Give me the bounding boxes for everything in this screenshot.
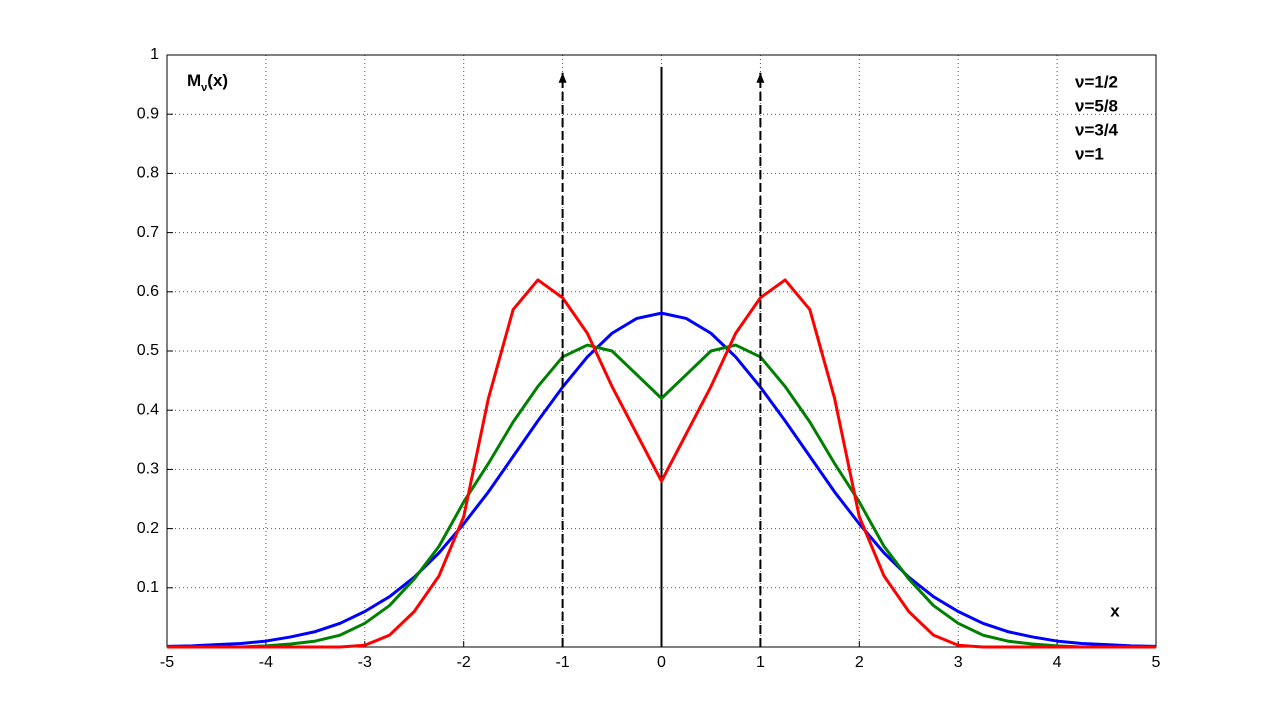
y-tick-label: 0.6 (137, 283, 159, 300)
series-line (167, 278, 1156, 649)
x-tick-label: -2 (457, 654, 471, 671)
y-label-sub: ν (201, 82, 207, 94)
y-tick-label: 0.8 (137, 165, 159, 182)
y-label-rest: (x) (207, 71, 228, 90)
x-tick-label: -5 (160, 654, 174, 671)
y-tick-label: 0.3 (137, 461, 159, 478)
legend-entry: ν=3/4 (1075, 120, 1119, 139)
y-tick-label: 0.2 (137, 520, 159, 537)
legend-entry: ν=5/8 (1075, 96, 1118, 115)
x-tick-label: 5 (1152, 654, 1161, 671)
x-tick-label: -1 (555, 654, 569, 671)
x-tick-label: -3 (358, 654, 372, 671)
y-tick-label: 0.9 (137, 105, 159, 122)
arrow-head (558, 72, 567, 83)
x-tick-label: 4 (1053, 654, 1062, 671)
x-tick-label: 3 (954, 654, 963, 671)
x-tick-label: 0 (657, 654, 666, 671)
y-axis-label: Mν(x) (187, 71, 228, 93)
x-tick-label: 2 (855, 654, 864, 671)
y-tick-label: 0.5 (137, 342, 159, 359)
x-tick-label: 1 (756, 654, 765, 671)
series-line (167, 343, 1156, 649)
arrow-head (756, 72, 765, 83)
y-tick-label: 1 (150, 46, 159, 63)
x-tick-label: -4 (259, 654, 273, 671)
y-label-main: M (187, 71, 201, 90)
y-tick-label: 0.1 (137, 579, 159, 596)
x-axis-label: x (1110, 601, 1120, 620)
series-line (166, 311, 1157, 648)
y-tick-label: 0.4 (137, 401, 159, 418)
legend-entry: ν=1/2 (1075, 72, 1118, 91)
legend-entry: ν=1 (1075, 144, 1104, 163)
y-tick-label: 0.7 (137, 224, 159, 241)
